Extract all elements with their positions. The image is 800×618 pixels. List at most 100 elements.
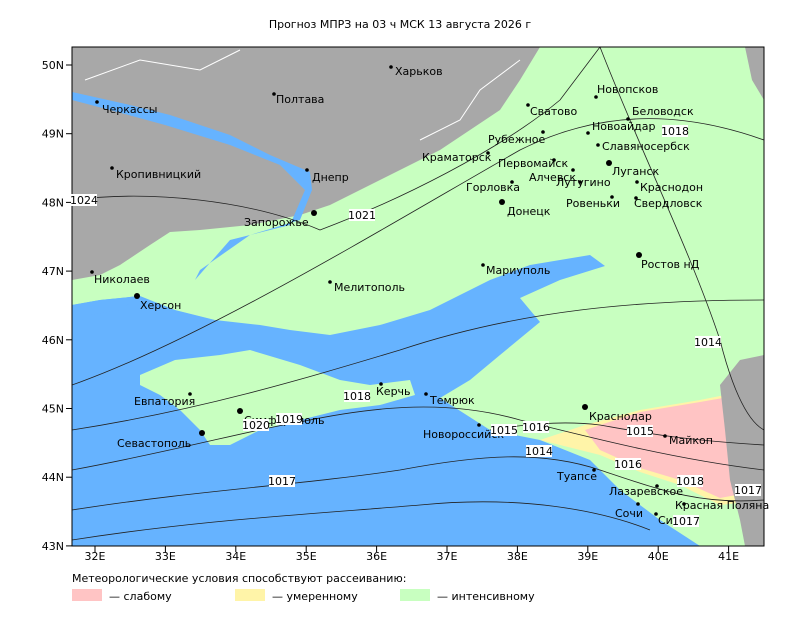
city-dot — [610, 195, 614, 199]
city-dot — [682, 502, 686, 506]
lon-label: 37E — [437, 550, 458, 563]
map — [71, 46, 765, 547]
city-dot — [90, 270, 94, 274]
city-dot — [481, 263, 485, 267]
isobar-label-bg — [526, 445, 552, 457]
city-label: Евпатория — [134, 395, 195, 408]
city-label: Темрюк — [429, 394, 475, 407]
city-dot — [95, 100, 99, 104]
city-dot — [578, 180, 582, 184]
legend-swatch — [72, 589, 102, 601]
outside-region — [72, 47, 540, 280]
city-dot — [596, 143, 600, 147]
lon-label: 39E — [577, 550, 598, 563]
city-label: Днепр — [312, 171, 349, 184]
isobar-label: 1016 — [614, 458, 642, 471]
city-label: Лазаревское — [609, 485, 683, 498]
estuary — [72, 296, 140, 325]
isobar-label-bg — [677, 475, 703, 487]
lat-label: 47N — [42, 265, 64, 278]
isobar — [599, 46, 765, 431]
border — [419, 59, 521, 141]
city-label: Кропивницкий — [116, 168, 201, 181]
city-label: Харьков — [395, 65, 443, 78]
city-label: Краматорск — [422, 151, 492, 164]
legend-label: — умеренному — [272, 590, 358, 603]
isobar-label-bg — [627, 425, 653, 437]
city-dot — [424, 392, 428, 396]
lon-label: 35E — [296, 550, 317, 563]
isobar — [71, 406, 765, 471]
city-dot — [626, 117, 630, 121]
city-label: Туапсе — [556, 470, 597, 483]
lon-label: 38E — [507, 550, 528, 563]
isobar-label: 1014 — [694, 336, 722, 349]
city-label: Свердловск — [634, 197, 703, 210]
city-dot — [486, 151, 490, 155]
city-label: Мелитополь — [334, 281, 405, 294]
legend-heading: Метеорологические условия способствуют р… — [72, 572, 406, 585]
lat-label: 43N — [42, 540, 64, 553]
map-frame — [71, 46, 765, 547]
isobar — [71, 299, 765, 431]
city-label: Ровеньки — [566, 197, 620, 210]
isobar-label: 1020 — [242, 419, 270, 432]
city-dot — [499, 199, 505, 205]
city-label: Славяносербск — [602, 140, 690, 153]
city-label: Беловодск — [632, 105, 694, 118]
city-label: Майкоп — [669, 434, 713, 447]
city-label: Алчевск — [529, 171, 576, 184]
isobar-label-bg — [349, 209, 375, 221]
lon-label: 36E — [366, 550, 387, 563]
outside-region — [745, 47, 764, 100]
city-label: Николаев — [94, 273, 150, 286]
isobar-label-bg — [662, 125, 688, 137]
city-label: Херсон — [140, 299, 181, 312]
lon-label: 41E — [718, 550, 739, 563]
city-dot — [541, 130, 545, 134]
city-label: Рубежное — [488, 133, 546, 146]
isobar-label: 1015 — [626, 425, 654, 438]
isobar-label: 1017 — [672, 515, 700, 528]
border — [84, 49, 241, 81]
legend-label: — интенсивному — [437, 590, 535, 603]
city-dot — [636, 252, 642, 258]
outside-region — [720, 355, 764, 546]
isobar-label-bg — [276, 413, 302, 425]
isobar-label: 1019 — [275, 413, 303, 426]
city-label: Полтава — [276, 93, 324, 106]
isobar-label-bg — [71, 194, 97, 206]
city-dot — [586, 131, 590, 135]
city-dot — [654, 512, 658, 516]
city-dot — [663, 434, 667, 438]
isobar-label-bg — [523, 421, 549, 433]
city-dot — [606, 160, 612, 166]
isobar-label: 1024 — [70, 194, 98, 207]
city-label: Новороссийск — [423, 428, 504, 441]
city-dot — [635, 180, 639, 184]
legend-swatch — [235, 589, 265, 601]
city-dot — [634, 196, 638, 200]
legend-label: — слабому — [109, 590, 172, 603]
lon-label: 34E — [225, 550, 246, 563]
city-dot — [379, 382, 383, 386]
city-label: Новопсков — [597, 83, 658, 96]
city-dot — [134, 293, 140, 299]
city-dot — [510, 180, 514, 184]
lat-label: 50N — [42, 59, 64, 72]
lat-label: 48N — [42, 196, 64, 209]
lon-label: 33E — [155, 550, 176, 563]
city-label: Горловка — [466, 181, 520, 194]
isobar — [71, 46, 601, 231]
city-label: Ростов нД — [641, 258, 700, 271]
city-dot — [655, 484, 659, 488]
city-dot — [582, 404, 588, 410]
legend-swatch — [400, 589, 430, 601]
city-label: Краснодар — [589, 410, 652, 423]
lat-label: 46N — [42, 334, 64, 347]
city-dot — [188, 392, 192, 396]
city-label: Красная Поляна — [675, 499, 769, 512]
lon-label: 40E — [648, 550, 669, 563]
city-label: Краснодон — [640, 181, 703, 194]
isobar-label-bg — [491, 424, 517, 436]
